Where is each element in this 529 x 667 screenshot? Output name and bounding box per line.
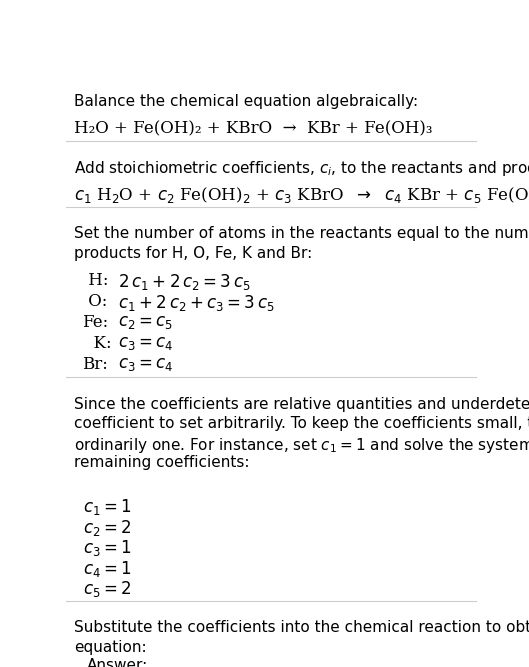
Text: equation:: equation: [74,640,147,655]
Text: $c_1$ H$_2$O + $c_2$ Fe(OH)$_2$ + $c_3$ KBrO  $\rightarrow$  $c_4$ KBr + $c_5$ F: $c_1$ H$_2$O + $c_2$ Fe(OH)$_2$ + $c_3$ … [74,185,529,205]
Text: Balance the chemical equation algebraically:: Balance the chemical equation algebraica… [74,95,418,109]
Text: H₂O + Fe(OH)₂ + KBrO  →  KBr + Fe(OH)₃: H₂O + Fe(OH)₂ + KBrO → KBr + Fe(OH)₃ [74,121,433,138]
Text: Answer:: Answer: [87,658,148,667]
Text: products for H, O, Fe, K and Br:: products for H, O, Fe, K and Br: [74,245,313,261]
Text: $c_5 = 2$: $c_5 = 2$ [83,580,131,600]
Text: $c_2 = 2$: $c_2 = 2$ [83,518,131,538]
Text: $2\,c_1 + 2\,c_2 = 3\,c_5$: $2\,c_1 + 2\,c_2 = 3\,c_5$ [113,271,251,291]
FancyBboxPatch shape [68,644,347,667]
Text: $c_4 = 1$: $c_4 = 1$ [83,559,131,579]
Text: Fe:: Fe: [83,313,109,331]
Text: K:: K: [83,335,111,352]
Text: $c_3 = c_4$: $c_3 = c_4$ [113,335,174,352]
Text: H:: H: [83,271,108,289]
Text: Add stoichiometric coefficients, $c_i$, to the reactants and products:: Add stoichiometric coefficients, $c_i$, … [74,159,529,178]
Text: Since the coefficients are relative quantities and underdetermined, choose a: Since the coefficients are relative quan… [74,397,529,412]
Text: ordinarily one. For instance, set $c_1 = 1$ and solve the system of equations fo: ordinarily one. For instance, set $c_1 =… [74,436,529,455]
Text: $c_2 = c_5$: $c_2 = c_5$ [113,313,174,331]
Text: Br:: Br: [83,356,108,373]
Text: $c_1 = 1$: $c_1 = 1$ [83,498,131,518]
Text: Substitute the coefficients into the chemical reaction to obtain the balanced: Substitute the coefficients into the che… [74,620,529,636]
Text: O:: O: [83,293,107,309]
Text: $c_3 = c_4$: $c_3 = c_4$ [113,356,174,373]
Text: remaining coefficients:: remaining coefficients: [74,456,250,470]
Text: coefficient to set arbitrarily. To keep the coefficients small, the arbitrary va: coefficient to set arbitrarily. To keep … [74,416,529,432]
Text: $c_1 + 2\,c_2 + c_3 = 3\,c_5$: $c_1 + 2\,c_2 + c_3 = 3\,c_5$ [113,293,275,313]
Text: Set the number of atoms in the reactants equal to the number of atoms in the: Set the number of atoms in the reactants… [74,226,529,241]
Text: $c_3 = 1$: $c_3 = 1$ [83,538,131,558]
